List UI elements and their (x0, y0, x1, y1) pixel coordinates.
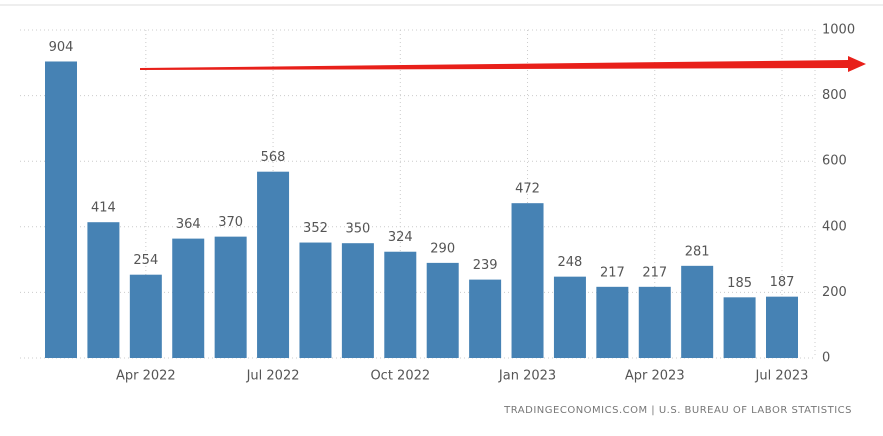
bar (384, 251, 417, 358)
bar (723, 297, 756, 358)
y-tick-label: 400 (822, 219, 847, 234)
x-tick-label: Apr 2022 (116, 369, 176, 384)
x-tick-label: Jan 2023 (498, 369, 556, 384)
value-label: 248 (558, 255, 583, 270)
bar (638, 286, 671, 358)
y-tick-label: 800 (822, 88, 847, 103)
value-label: 324 (388, 230, 413, 245)
value-label: 254 (133, 253, 158, 268)
x-tick-label: Oct 2022 (370, 369, 430, 384)
value-label: 370 (218, 215, 243, 230)
bar (341, 243, 374, 358)
x-tick-label: Apr 2023 (625, 369, 685, 384)
value-label: 185 (727, 276, 752, 291)
trend-arrow (140, 56, 866, 72)
x-tick-label: Jul 2022 (246, 369, 300, 384)
bar (469, 279, 502, 358)
bar (426, 262, 459, 358)
value-label: 187 (770, 275, 795, 290)
y-tick-label: 0 (822, 351, 830, 366)
bar (553, 276, 586, 358)
source: TRADINGECONOMICS.COM | U.S. BUREAU OF LA… (503, 405, 852, 416)
bar (87, 222, 120, 358)
value-label: 239 (473, 258, 498, 273)
bar (129, 274, 162, 358)
value-label: 217 (642, 265, 667, 280)
bar (681, 265, 714, 358)
value-label: 472 (515, 182, 540, 197)
bar (45, 61, 77, 358)
bar (766, 296, 798, 358)
bar (172, 238, 205, 358)
value-label: 364 (176, 217, 201, 232)
value-label: 352 (303, 221, 328, 236)
y-tick-label: 200 (822, 285, 847, 300)
value-label: 217 (600, 265, 625, 280)
bar (596, 286, 629, 358)
bar (511, 203, 544, 358)
value-label: 350 (345, 222, 370, 237)
y-tick-label: 1000 (822, 23, 855, 38)
bar (214, 236, 247, 358)
value-label: 904 (49, 40, 74, 55)
bar (257, 171, 290, 358)
bar (299, 242, 332, 358)
value-label: 290 (430, 241, 455, 256)
value-label: 414 (91, 201, 116, 216)
x-tick-label: Jul 2023 (755, 369, 809, 384)
y-tick-label: 600 (822, 154, 847, 169)
value-label: 281 (685, 244, 710, 259)
value-label: 568 (261, 150, 286, 165)
